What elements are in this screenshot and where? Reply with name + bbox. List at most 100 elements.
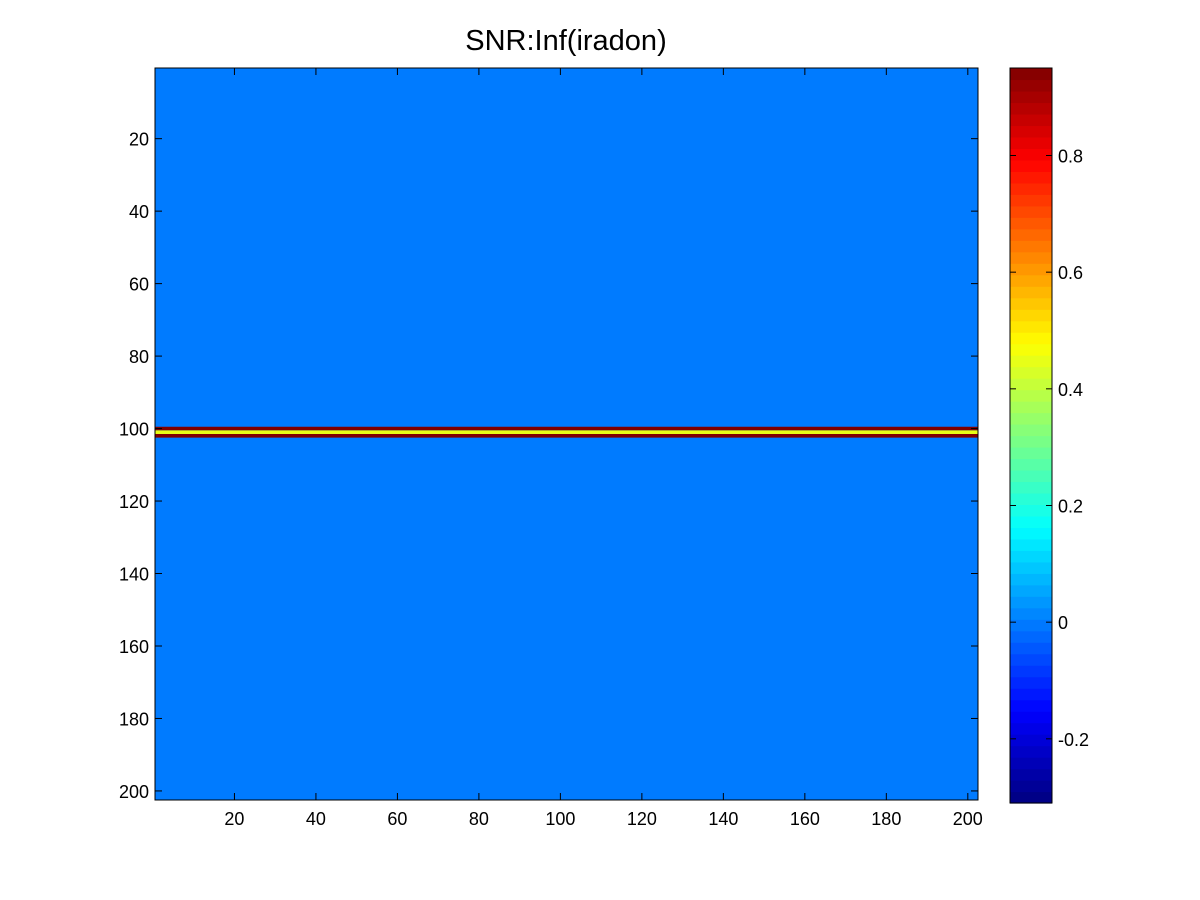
colorbar-segment bbox=[1010, 205, 1052, 218]
plot-frame bbox=[154, 67, 979, 801]
heatmap-image bbox=[155, 68, 978, 800]
x-tick-label: 120 bbox=[627, 809, 657, 829]
colorbar-tick-label: 0.4 bbox=[1058, 380, 1083, 400]
x-tick-label: 80 bbox=[469, 809, 489, 829]
x-tick-label: 200 bbox=[953, 809, 983, 829]
colorbar-segment bbox=[1010, 584, 1052, 597]
colorbar-segment bbox=[1010, 90, 1052, 104]
colorbar-segment bbox=[1010, 665, 1052, 678]
colorbar-segment bbox=[1010, 458, 1052, 471]
colorbar-segment bbox=[1010, 240, 1052, 253]
colorbar-segment bbox=[1010, 401, 1052, 414]
chart-title: SNR:Inf(iradon) bbox=[465, 25, 666, 57]
colorbar-segment bbox=[1010, 688, 1052, 701]
colorbar-segment bbox=[1010, 182, 1052, 195]
colorbar-segment bbox=[1010, 389, 1052, 402]
colorbar-segment bbox=[1010, 332, 1052, 345]
colorbar-segment bbox=[1010, 136, 1052, 149]
x-tick-label: 20 bbox=[224, 809, 244, 829]
colorbar-segment bbox=[1010, 538, 1052, 551]
colorbar-segment bbox=[1010, 676, 1052, 689]
colorbar-segment bbox=[1010, 653, 1052, 666]
colorbar-segment bbox=[1010, 297, 1052, 310]
colorbar-tick-label: 0 bbox=[1058, 613, 1068, 633]
y-tick-label: 180 bbox=[119, 709, 149, 729]
colorbar-segment bbox=[1010, 561, 1052, 574]
y-tick-label: 100 bbox=[119, 420, 149, 440]
colorbar-segment bbox=[1010, 171, 1052, 184]
colorbar-segment bbox=[1010, 366, 1052, 379]
colorbar-segment bbox=[1010, 757, 1052, 770]
colorbar-segment bbox=[1010, 194, 1052, 207]
x-tick-label: 180 bbox=[871, 809, 901, 829]
y-tick-label: 20 bbox=[129, 130, 149, 150]
y-tick-label: 200 bbox=[119, 782, 149, 802]
colorbar-segment bbox=[1010, 309, 1052, 322]
colorbar-segment bbox=[1010, 343, 1052, 356]
y-tick-label: 80 bbox=[129, 347, 149, 367]
plot-axes: 20 40 60 80 100 120 140 160 180 200 20 40 60 80 100 120… bbox=[119, 67, 983, 829]
colorbar-segment bbox=[1010, 68, 1052, 81]
heatmap-row-102 bbox=[155, 434, 978, 438]
colorbar-segment bbox=[1010, 596, 1052, 609]
colorbar-segment bbox=[1010, 274, 1052, 287]
x-tick-label: 160 bbox=[790, 809, 820, 829]
colorbar-segment bbox=[1010, 378, 1052, 391]
colorbar-segment bbox=[1010, 286, 1052, 299]
heatmap-row-101 bbox=[155, 430, 978, 434]
colorbar-segment bbox=[1010, 515, 1052, 528]
colorbar-segment bbox=[1010, 699, 1052, 712]
x-tick-label: 60 bbox=[387, 809, 407, 829]
colorbar-segment bbox=[1010, 504, 1052, 517]
colorbar-frame bbox=[1009, 67, 1053, 804]
colorbar-segment bbox=[1010, 791, 1052, 804]
colorbar: -0.2 0 0.2 0.4 0.6 0.8 bbox=[1009, 67, 1089, 804]
colorbar-tick-label: 0.2 bbox=[1058, 497, 1083, 517]
colorbar-segment bbox=[1010, 481, 1052, 494]
colorbar-segment bbox=[1010, 355, 1052, 368]
colorbar-segment bbox=[1010, 446, 1052, 460]
colorbar-segment bbox=[1010, 573, 1052, 586]
colorbar-segment bbox=[1010, 159, 1052, 172]
colorbar-segment bbox=[1010, 435, 1052, 448]
x-tick-label: 40 bbox=[306, 809, 326, 829]
colorbar-segment bbox=[1010, 412, 1052, 425]
colorbar-segment bbox=[1010, 768, 1052, 781]
colorbar-segment bbox=[1010, 642, 1052, 655]
x-tick-label: 140 bbox=[708, 809, 738, 829]
colorbar-segment bbox=[1010, 102, 1052, 115]
colorbar-segment bbox=[1010, 469, 1052, 483]
colorbar-tick-label: -0.2 bbox=[1058, 730, 1089, 750]
y-tick-label: 160 bbox=[119, 637, 149, 657]
colorbar-segment bbox=[1010, 148, 1052, 161]
colorbar-tick-label: 0.6 bbox=[1058, 263, 1083, 283]
heatmap-row-100 bbox=[155, 426, 978, 431]
y-tick-label: 140 bbox=[119, 565, 149, 585]
colorbar-segment bbox=[1010, 630, 1052, 643]
colorbar-segment bbox=[1010, 619, 1052, 632]
colorbar-segment bbox=[1010, 79, 1052, 92]
colorbar-segment bbox=[1010, 492, 1052, 506]
colorbar-segment bbox=[1010, 607, 1052, 620]
colorbar-segment bbox=[1010, 228, 1052, 241]
colorbar-segment bbox=[1010, 722, 1052, 735]
colorbar-segment bbox=[1010, 780, 1052, 793]
y-tick-label: 60 bbox=[129, 275, 149, 295]
y-tick-label: 120 bbox=[119, 492, 149, 512]
colorbar-segment bbox=[1010, 711, 1052, 724]
colorbar-segment bbox=[1010, 263, 1052, 276]
colorbar-segment bbox=[1010, 550, 1052, 563]
colorbar-segment bbox=[1010, 320, 1052, 333]
colorbar-segment bbox=[1010, 424, 1052, 437]
y-tick-label: 40 bbox=[129, 202, 149, 222]
colorbar-segment bbox=[1010, 125, 1052, 138]
x-tick-label: 100 bbox=[545, 809, 575, 829]
colorbar-segment bbox=[1010, 113, 1052, 127]
colorbar-segment bbox=[1010, 251, 1052, 264]
colorbar-segment bbox=[1010, 217, 1052, 230]
colorbar-segment bbox=[1010, 527, 1052, 540]
colorbar-tick-label: 0.8 bbox=[1058, 147, 1083, 167]
colorbar-segment bbox=[1010, 734, 1052, 747]
colorbar-segment bbox=[1010, 745, 1052, 758]
